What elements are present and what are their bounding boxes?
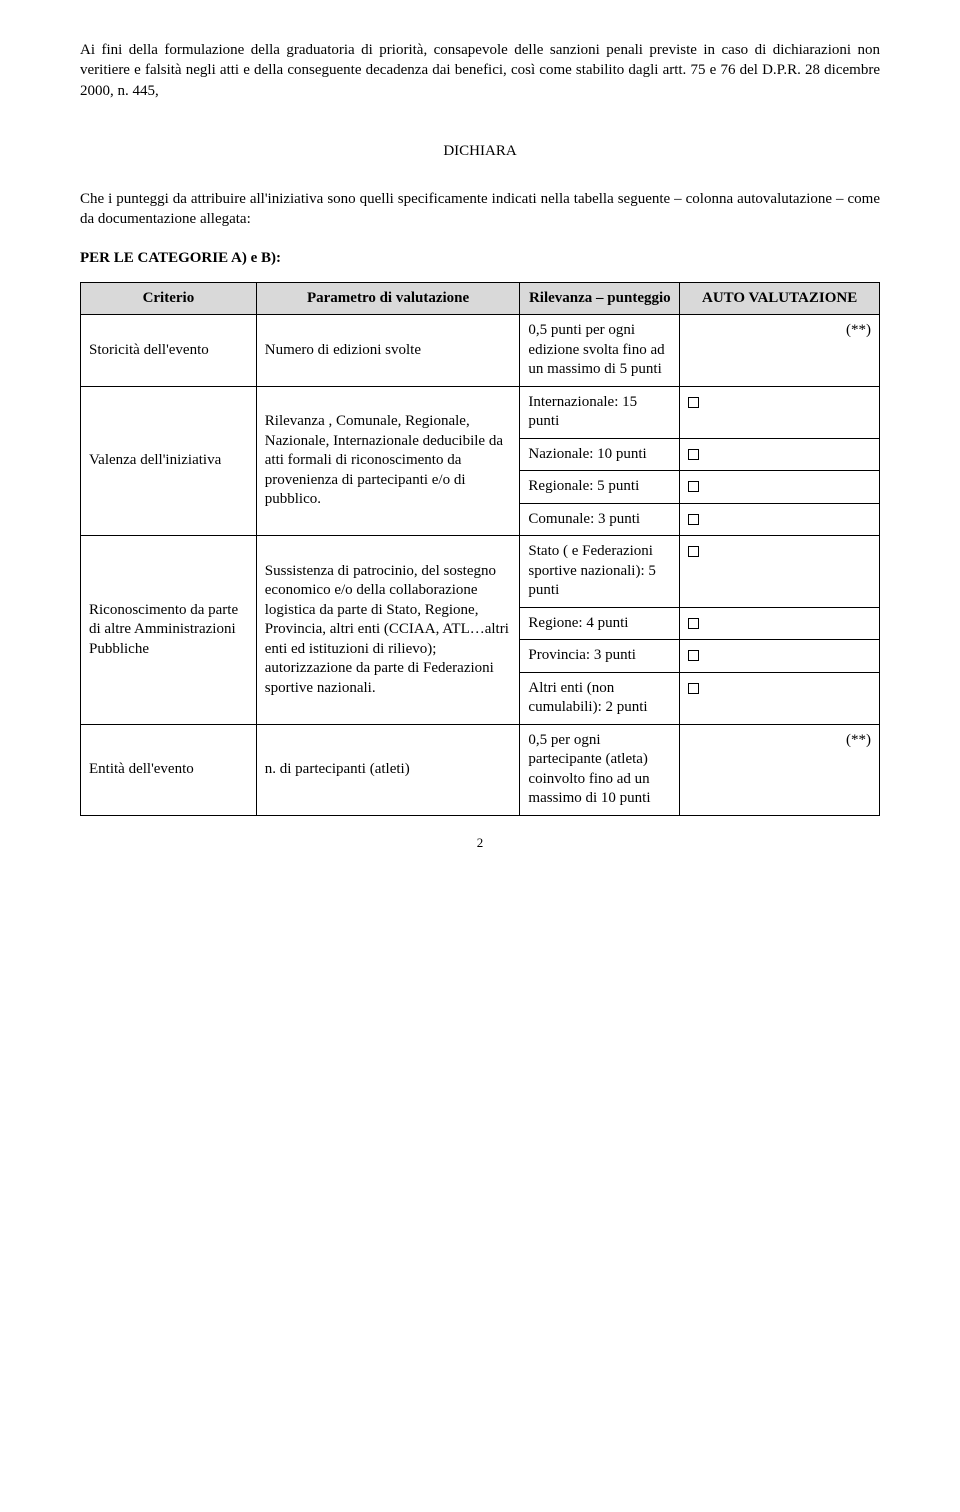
- cell-rilev: Altri enti (non cumulabili): 2 punti: [520, 672, 680, 724]
- dichiara-heading: DICHIARA: [80, 141, 880, 161]
- cell-auto: (**): [680, 315, 880, 387]
- table-row: Storicità dell'evento Numero di edizioni…: [81, 315, 880, 387]
- checkbox-icon: [688, 449, 699, 460]
- table-row: Riconoscimento da parte di altre Amminis…: [81, 536, 880, 608]
- table-row: Valenza dell'iniziativa Rilevanza , Comu…: [81, 386, 880, 438]
- checkbox-icon: [688, 397, 699, 408]
- table-row: Entità dell'evento n. di partecipanti (a…: [81, 724, 880, 815]
- cell-param: n. di partecipanti (atleti): [256, 724, 520, 815]
- th-auto: AUTO VALUTAZIONE: [680, 282, 880, 315]
- cell-auto: [680, 438, 880, 471]
- checkbox-icon: [688, 650, 699, 661]
- cell-param: Sussistenza di patrocinio, del sostegno …: [256, 536, 520, 725]
- cell-auto: [680, 386, 880, 438]
- cell-criterio: Valenza dell'iniziativa: [81, 386, 257, 536]
- criteria-table: Criterio Parametro di valutazione Rileva…: [80, 282, 880, 816]
- che-paragraph: Che i punteggi da attribuire all'iniziat…: [80, 189, 880, 230]
- checkbox-icon: [688, 683, 699, 694]
- cell-rilev: Internazionale: 15 punti: [520, 386, 680, 438]
- cell-rilev: Regionale: 5 punti: [520, 471, 680, 504]
- cell-param: Numero di edizioni svolte: [256, 315, 520, 387]
- cell-rilev: Regione: 4 punti: [520, 607, 680, 640]
- cell-auto: [680, 672, 880, 724]
- cell-rilev: Stato ( e Federazioni sportive nazionali…: [520, 536, 680, 608]
- cell-rilev: 0,5 punti per ogni edizione svolta fino …: [520, 315, 680, 387]
- intro-paragraph: Ai fini della formulazione della graduat…: [80, 40, 880, 101]
- th-parametro: Parametro di valutazione: [256, 282, 520, 315]
- cell-auto: [680, 640, 880, 673]
- cell-auto: [680, 607, 880, 640]
- cell-auto: [680, 536, 880, 608]
- th-rilevanza: Rilevanza – punteggio: [520, 282, 680, 315]
- cell-rilev: Comunale: 3 punti: [520, 503, 680, 536]
- cell-auto: [680, 471, 880, 504]
- cell-rilev: 0,5 per ogni partecipante (atleta) coinv…: [520, 724, 680, 815]
- checkbox-icon: [688, 514, 699, 525]
- th-criterio: Criterio: [81, 282, 257, 315]
- per-categorie-heading: PER LE CATEGORIE A) e B):: [80, 248, 880, 268]
- cell-rilev: Provincia: 3 punti: [520, 640, 680, 673]
- cell-auto: (**): [680, 724, 880, 815]
- checkbox-icon: [688, 618, 699, 629]
- page-number: 2: [80, 834, 880, 852]
- cell-rilev: Nazionale: 10 punti: [520, 438, 680, 471]
- checkbox-icon: [688, 481, 699, 492]
- cell-auto: [680, 503, 880, 536]
- cell-param: Rilevanza , Comunale, Regionale, Naziona…: [256, 386, 520, 536]
- cell-criterio: Riconoscimento da parte di altre Amminis…: [81, 536, 257, 725]
- table-header-row: Criterio Parametro di valutazione Rileva…: [81, 282, 880, 315]
- cell-criterio: Entità dell'evento: [81, 724, 257, 815]
- cell-criterio: Storicità dell'evento: [81, 315, 257, 387]
- checkbox-icon: [688, 546, 699, 557]
